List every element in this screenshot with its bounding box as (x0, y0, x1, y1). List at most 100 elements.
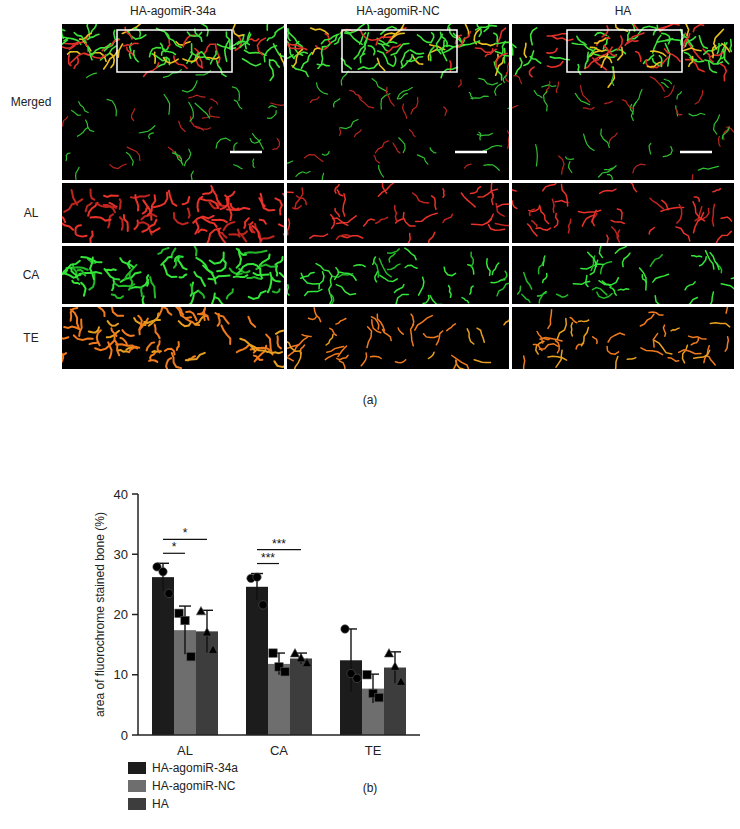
data-point (296, 653, 305, 661)
stained-bone (227, 289, 233, 298)
image-ground (62, 24, 284, 180)
stained-bone (430, 296, 447, 305)
stained-bone (443, 214, 453, 222)
significance-label: * (183, 526, 188, 540)
stained-bone (599, 166, 617, 177)
stained-bone (97, 330, 101, 345)
stained-bone (308, 317, 316, 320)
stained-bone (120, 199, 121, 209)
stained-bone (547, 62, 563, 68)
stained-bone (665, 86, 675, 97)
stained-bone (287, 31, 302, 47)
stained-bone (199, 291, 204, 298)
stained-bone (514, 76, 522, 84)
stained-bone (730, 40, 731, 52)
stained-bone (125, 27, 132, 39)
stained-bone (612, 67, 614, 86)
data-point (302, 658, 311, 666)
stained-bone (396, 294, 408, 304)
stained-bone (536, 145, 538, 167)
stained-bone (723, 126, 729, 139)
stained-bone (79, 102, 89, 113)
stained-bone (284, 234, 285, 243)
stained-bone (69, 55, 71, 66)
stained-bone (144, 320, 160, 323)
data-point (253, 573, 261, 581)
stained-bone (562, 184, 568, 206)
stained-bone (626, 24, 638, 29)
micrograph (512, 307, 734, 369)
stained-bone (196, 127, 211, 129)
image-ground (287, 183, 509, 243)
stained-bone (165, 349, 175, 355)
stained-bone (148, 195, 156, 215)
legend-swatch (128, 780, 146, 792)
stained-bone (225, 40, 230, 61)
data-point (363, 671, 371, 679)
stained-bone (689, 57, 693, 67)
stained-bone (512, 106, 518, 115)
stained-bone (399, 138, 405, 153)
stained-bone (512, 183, 516, 191)
stained-bone (70, 53, 88, 63)
stained-bone (479, 78, 498, 85)
stained-bone (518, 286, 521, 294)
stained-bone (158, 248, 168, 254)
zoom-box (567, 30, 682, 72)
stained-bone (497, 283, 509, 296)
stained-bone (112, 307, 123, 316)
stained-bone (630, 105, 633, 115)
stained-bone (127, 153, 134, 166)
stained-bone (270, 60, 274, 81)
stained-bone (410, 50, 423, 54)
stained-bone (276, 328, 284, 334)
stained-bone (579, 320, 589, 322)
stained-bone (557, 319, 566, 339)
stained-bone (287, 285, 289, 295)
stained-bone (552, 36, 573, 41)
stained-bone (317, 83, 328, 94)
stained-bone (677, 92, 681, 99)
stained-bone (166, 358, 171, 369)
stained-bone (375, 271, 378, 281)
stained-bone (71, 268, 80, 276)
stained-bone (693, 25, 703, 32)
stained-bone (503, 75, 506, 82)
stained-bone (302, 335, 311, 337)
stained-bone (424, 334, 439, 338)
stained-bone (219, 229, 230, 243)
stained-bone (378, 43, 388, 51)
stained-bone (503, 271, 507, 279)
micrograph (62, 183, 284, 243)
stained-bone (200, 199, 219, 208)
stained-bone (245, 32, 249, 48)
stained-bone (91, 217, 111, 221)
stained-bone (633, 164, 645, 173)
error-cap (179, 605, 191, 606)
stained-bone (512, 36, 513, 55)
stained-bone (676, 108, 682, 115)
stained-bone (215, 313, 228, 324)
image-ground (512, 183, 734, 243)
stained-bone (242, 59, 260, 66)
stained-bone (462, 298, 469, 303)
stained-bone (700, 257, 707, 266)
stained-bone (142, 220, 156, 232)
stained-bone (516, 58, 522, 74)
significance-label: *** (261, 551, 275, 565)
stained-bone (512, 36, 516, 48)
stained-bone (495, 42, 509, 45)
stained-bone (716, 231, 732, 243)
stained-bone (341, 71, 348, 85)
stained-bone (296, 172, 310, 177)
stained-bone (581, 86, 590, 103)
stained-bone (274, 44, 285, 57)
stained-bone (342, 236, 363, 238)
stained-bone (62, 24, 63, 38)
stained-bone (664, 79, 671, 84)
row-label: AL (24, 206, 39, 220)
stained-bone (714, 29, 724, 49)
image-ground (512, 307, 734, 369)
stained-bone (294, 353, 301, 369)
stained-bone (653, 35, 661, 53)
